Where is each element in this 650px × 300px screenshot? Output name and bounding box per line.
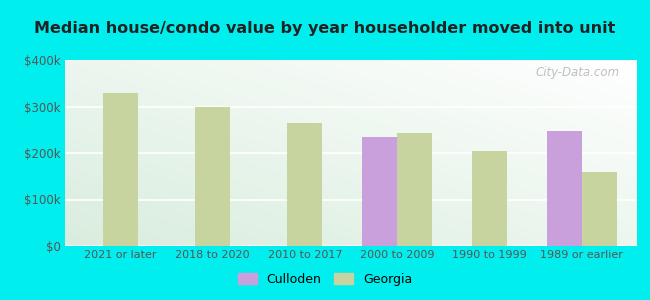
Bar (195, 107, 230, 246)
Legend: Culloden, Georgia: Culloden, Georgia (233, 268, 417, 291)
Bar (103, 92, 138, 246)
Bar (472, 151, 507, 246)
Text: City-Data.com: City-Data.com (536, 66, 620, 79)
Bar (547, 131, 582, 246)
Bar (397, 134, 432, 246)
Bar (287, 123, 322, 246)
Text: Median house/condo value by year householder moved into unit: Median house/condo value by year househo… (34, 21, 616, 36)
Bar (362, 137, 397, 246)
Bar (582, 172, 617, 246)
